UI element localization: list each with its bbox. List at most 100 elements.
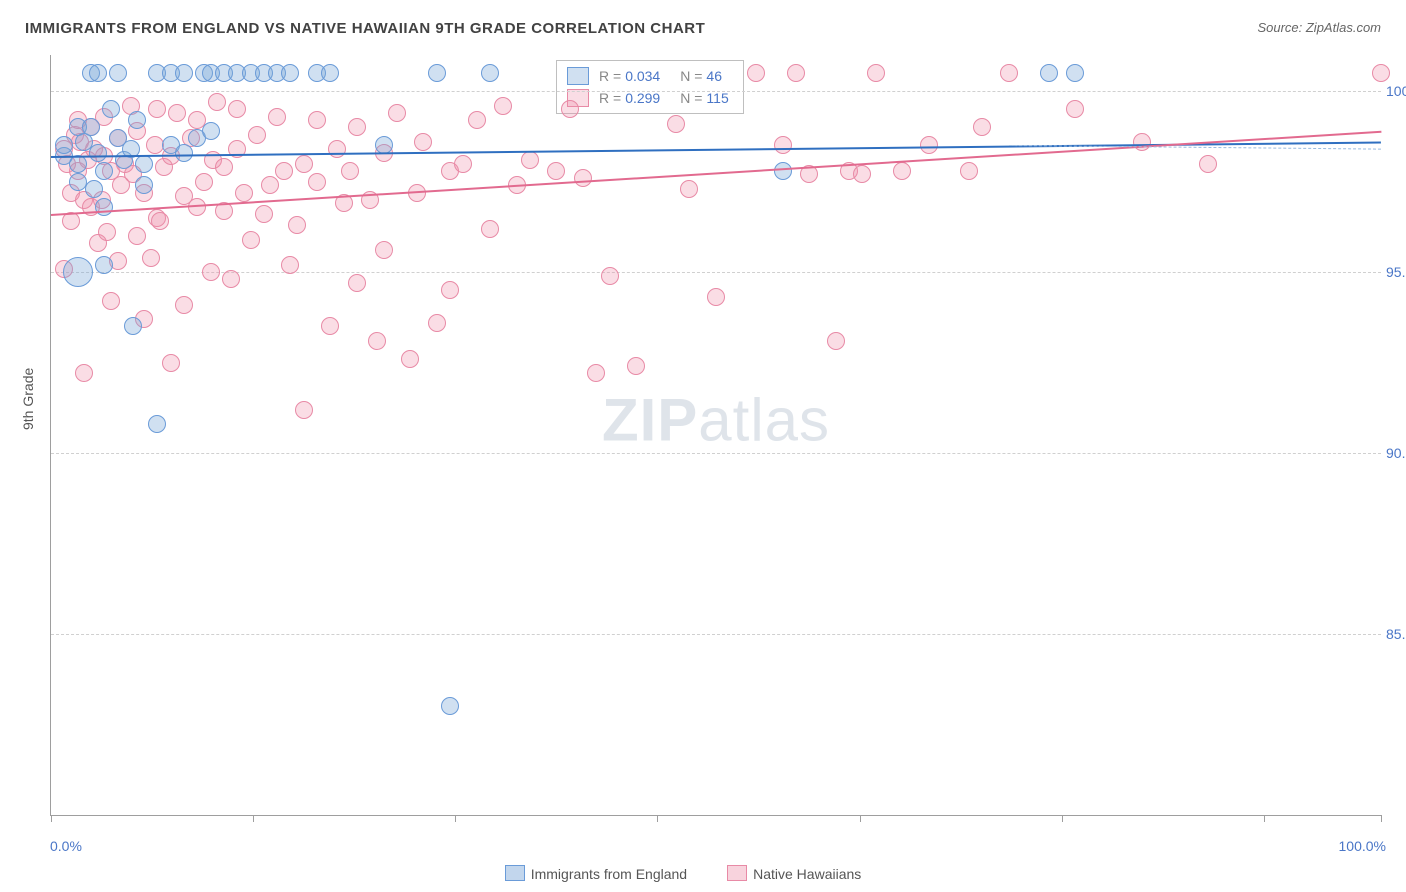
x-tick bbox=[657, 815, 658, 822]
stat-label: R = bbox=[599, 65, 621, 87]
scatter-point bbox=[281, 256, 299, 274]
scatter-point bbox=[827, 332, 845, 350]
scatter-point bbox=[1000, 64, 1018, 82]
scatter-point bbox=[109, 64, 127, 82]
scatter-point bbox=[135, 176, 153, 194]
scatter-point bbox=[747, 64, 765, 82]
x-tick bbox=[1062, 815, 1063, 822]
scatter-point bbox=[1040, 64, 1058, 82]
watermark: ZIPatlas bbox=[602, 385, 830, 454]
scatter-point bbox=[587, 364, 605, 382]
trend-line-dashed bbox=[1009, 145, 1381, 150]
scatter-point bbox=[281, 64, 299, 82]
scatter-point bbox=[481, 64, 499, 82]
y-tick-label: 100.0% bbox=[1386, 83, 1406, 99]
legend-label: Native Hawaiians bbox=[753, 866, 861, 882]
scatter-point bbox=[275, 162, 293, 180]
stats-legend-box: R = 0.034N = 46R = 0.299N = 115 bbox=[556, 60, 744, 114]
scatter-point bbox=[95, 162, 113, 180]
scatter-point bbox=[295, 401, 313, 419]
scatter-point bbox=[428, 314, 446, 332]
scatter-point bbox=[142, 249, 160, 267]
scatter-point bbox=[175, 144, 193, 162]
gridline bbox=[51, 453, 1381, 454]
scatter-point bbox=[454, 155, 472, 173]
scatter-point bbox=[441, 281, 459, 299]
scatter-point bbox=[867, 64, 885, 82]
scatter-point bbox=[973, 118, 991, 136]
scatter-point bbox=[128, 227, 146, 245]
scatter-point bbox=[574, 169, 592, 187]
scatter-point bbox=[401, 350, 419, 368]
x-tick bbox=[1381, 815, 1382, 822]
scatter-point bbox=[102, 292, 120, 310]
scatter-point bbox=[248, 126, 266, 144]
scatter-point bbox=[441, 697, 459, 715]
scatter-point bbox=[242, 231, 260, 249]
scatter-point bbox=[128, 111, 146, 129]
scatter-point bbox=[1199, 155, 1217, 173]
watermark-rest: atlas bbox=[698, 386, 830, 453]
scatter-point bbox=[341, 162, 359, 180]
y-tick-label: 90.0% bbox=[1386, 445, 1406, 461]
scatter-point bbox=[261, 176, 279, 194]
plot-area: ZIPatlas R = 0.034N = 46R = 0.299N = 115… bbox=[50, 55, 1381, 816]
gridline bbox=[51, 634, 1381, 635]
scatter-point bbox=[627, 357, 645, 375]
scatter-point bbox=[175, 296, 193, 314]
stat-label: N = bbox=[680, 65, 702, 87]
legend-swatch bbox=[505, 865, 525, 881]
scatter-point bbox=[168, 104, 186, 122]
scatter-point bbox=[85, 180, 103, 198]
scatter-point bbox=[308, 173, 326, 191]
scatter-point bbox=[98, 223, 116, 241]
scatter-point bbox=[162, 354, 180, 372]
scatter-point bbox=[468, 111, 486, 129]
scatter-point bbox=[208, 93, 226, 111]
chart-title: IMMIGRANTS FROM ENGLAND VS NATIVE HAWAII… bbox=[25, 20, 705, 37]
scatter-point bbox=[222, 270, 240, 288]
scatter-point bbox=[228, 100, 246, 118]
scatter-point bbox=[547, 162, 565, 180]
scatter-point bbox=[774, 136, 792, 154]
scatter-point bbox=[481, 220, 499, 238]
scatter-point bbox=[428, 64, 446, 82]
scatter-point bbox=[328, 140, 346, 158]
scatter-point bbox=[375, 241, 393, 259]
scatter-point bbox=[255, 205, 273, 223]
scatter-point bbox=[63, 257, 93, 287]
gridline bbox=[51, 91, 1381, 92]
x-tick bbox=[455, 815, 456, 822]
scatter-point bbox=[202, 122, 220, 140]
legend-label: Immigrants from England bbox=[531, 866, 687, 882]
scatter-point bbox=[89, 64, 107, 82]
x-tick bbox=[253, 815, 254, 822]
x-tick bbox=[51, 815, 52, 822]
scatter-point bbox=[494, 97, 512, 115]
watermark-bold: ZIP bbox=[602, 386, 698, 453]
trend-line bbox=[51, 131, 1381, 216]
x-tick bbox=[860, 815, 861, 822]
scatter-point bbox=[561, 100, 579, 118]
scatter-point bbox=[960, 162, 978, 180]
scatter-point bbox=[1372, 64, 1390, 82]
scatter-point bbox=[82, 118, 100, 136]
scatter-point bbox=[135, 155, 153, 173]
scatter-point bbox=[321, 64, 339, 82]
x-tick-label-min: 0.0% bbox=[50, 838, 82, 854]
scatter-point bbox=[62, 212, 80, 230]
source-label: Source: ZipAtlas.com bbox=[1257, 20, 1381, 35]
stat-n-value: 46 bbox=[706, 65, 722, 87]
legend-swatch bbox=[567, 67, 589, 85]
bottom-legend: Immigrants from England Native Hawaiians bbox=[0, 865, 1406, 882]
scatter-point bbox=[102, 100, 120, 118]
scatter-point bbox=[95, 256, 113, 274]
scatter-point bbox=[680, 180, 698, 198]
gridline bbox=[51, 272, 1381, 273]
scatter-point bbox=[235, 184, 253, 202]
scatter-point bbox=[521, 151, 539, 169]
scatter-point bbox=[368, 332, 386, 350]
scatter-point bbox=[321, 317, 339, 335]
stat-r-value: 0.034 bbox=[625, 65, 660, 87]
scatter-point bbox=[148, 415, 166, 433]
